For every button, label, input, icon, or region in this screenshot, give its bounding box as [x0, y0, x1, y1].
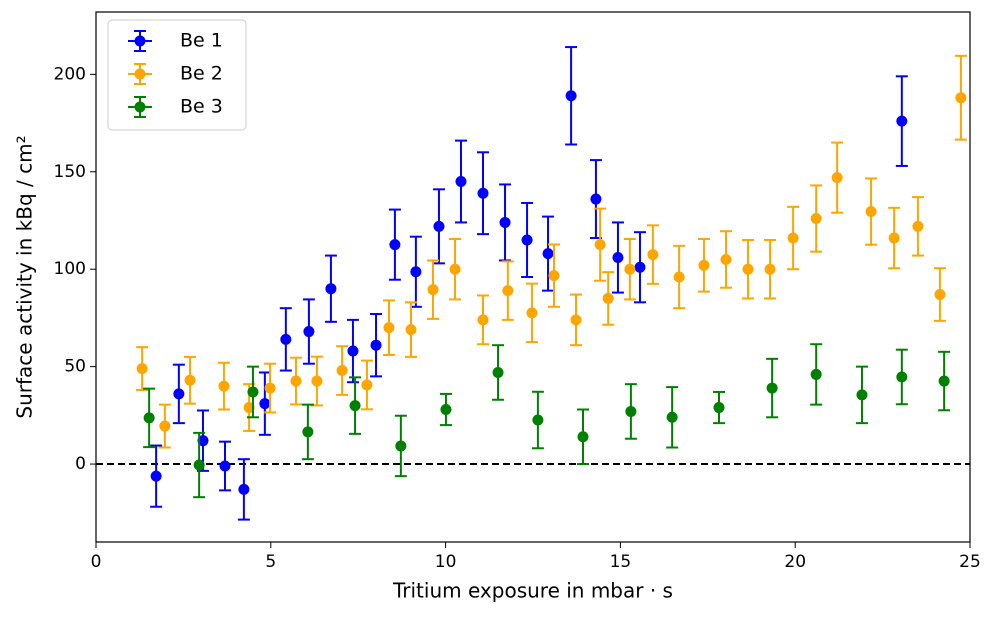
marker	[865, 206, 877, 218]
marker	[218, 380, 230, 392]
marker	[325, 283, 337, 295]
legend-label: Be 3	[180, 96, 223, 118]
legend-label: Be 2	[180, 63, 223, 85]
marker	[349, 400, 361, 412]
marker	[831, 172, 843, 184]
marker	[303, 326, 315, 338]
x-tick-label: 25	[959, 552, 981, 572]
marker	[427, 284, 439, 296]
marker	[810, 368, 822, 380]
marker	[247, 386, 259, 398]
marker	[440, 404, 452, 415]
marker	[742, 263, 754, 275]
x-tick-label: 20	[784, 552, 806, 572]
marker	[720, 253, 732, 265]
y-tick-label: 50	[64, 357, 86, 377]
marker	[361, 379, 373, 391]
marker	[173, 388, 185, 400]
marker	[197, 435, 209, 447]
marker	[787, 232, 799, 244]
y-axis-label: Surface activity in kBq / cm²	[13, 135, 37, 418]
marker	[698, 259, 710, 271]
y-tick-label: 0	[75, 454, 86, 474]
marker	[570, 314, 582, 326]
legend-marker	[134, 101, 146, 113]
marker	[896, 115, 908, 127]
marker	[856, 389, 868, 401]
x-tick-label: 15	[610, 552, 632, 572]
marker	[455, 176, 467, 188]
marker	[532, 414, 544, 426]
marker	[542, 248, 554, 260]
marker	[888, 232, 900, 244]
marker	[264, 382, 276, 394]
marker	[810, 213, 822, 225]
marker	[159, 420, 171, 432]
marker	[143, 412, 155, 424]
marker	[243, 402, 255, 414]
marker	[673, 271, 685, 283]
marker	[347, 345, 359, 357]
marker	[499, 216, 511, 228]
marker	[624, 263, 636, 275]
marker	[477, 187, 489, 199]
marker	[647, 249, 659, 261]
marker	[136, 363, 148, 375]
legend-marker	[134, 35, 146, 47]
marker	[577, 431, 589, 443]
marker	[938, 375, 950, 387]
marker	[625, 405, 637, 417]
marker	[389, 239, 401, 251]
marker	[449, 263, 461, 275]
marker	[565, 90, 577, 102]
marker	[184, 374, 196, 386]
marker	[311, 375, 323, 387]
marker	[238, 483, 250, 495]
y-tick-label: 200	[54, 64, 86, 84]
y-tick-label: 100	[54, 259, 86, 279]
marker	[302, 426, 314, 438]
marker	[612, 252, 624, 264]
marker	[410, 266, 422, 278]
marker	[521, 234, 533, 246]
marker	[492, 366, 504, 378]
x-axis-label: Tritium exposure in mbar · s	[392, 579, 673, 603]
marker	[590, 193, 602, 205]
marker	[477, 314, 489, 326]
x-tick-label: 0	[91, 552, 102, 572]
marker	[150, 470, 162, 482]
marker	[193, 459, 205, 471]
marker	[955, 92, 967, 104]
marker	[259, 398, 271, 410]
marker	[764, 263, 776, 275]
marker	[395, 440, 407, 452]
y-tick-label: 150	[54, 162, 86, 182]
x-tick-label: 5	[265, 552, 276, 572]
legend-label: Be 1	[180, 30, 223, 52]
marker	[526, 307, 538, 319]
marker	[290, 375, 302, 387]
marker	[502, 285, 514, 297]
marker	[602, 292, 614, 304]
marker	[594, 239, 606, 251]
marker	[713, 402, 725, 414]
marker	[280, 333, 292, 345]
marker	[219, 460, 231, 472]
marker	[548, 270, 560, 282]
marker	[912, 220, 924, 232]
legend-marker	[134, 68, 146, 80]
marker	[766, 382, 778, 394]
x-tick-label: 10	[435, 552, 457, 572]
marker	[405, 324, 417, 336]
plot-frame	[95, 11, 971, 543]
marker	[634, 261, 646, 273]
marker	[433, 220, 445, 232]
marker	[336, 365, 348, 377]
marker	[934, 289, 946, 301]
marker	[383, 322, 395, 334]
marker	[666, 411, 678, 423]
marker	[370, 339, 382, 351]
marker	[896, 371, 908, 383]
